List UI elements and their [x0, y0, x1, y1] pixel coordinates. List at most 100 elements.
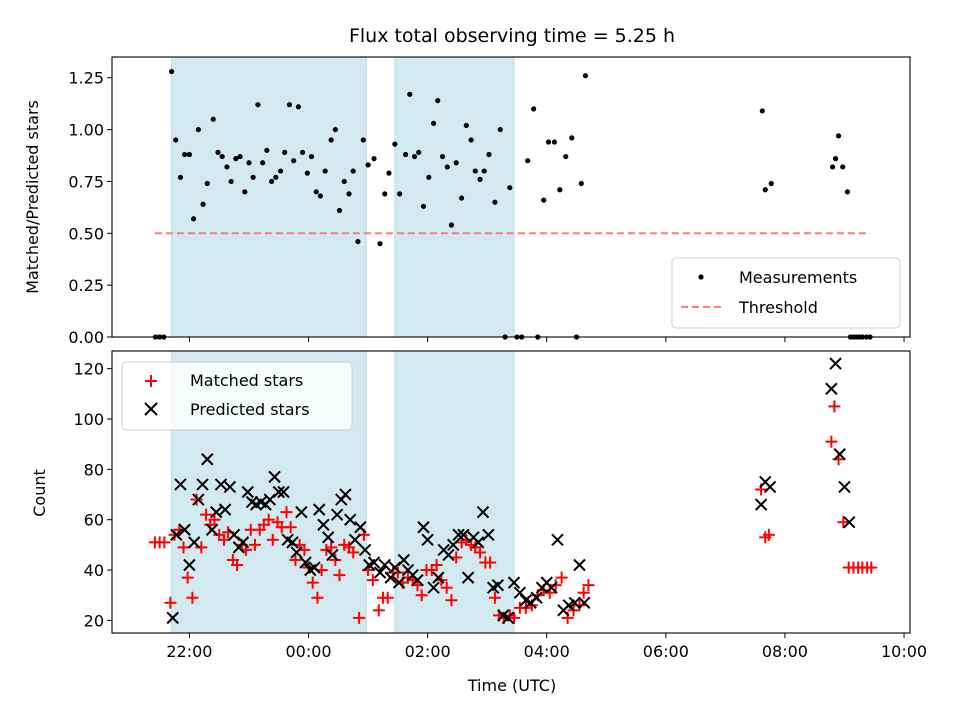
measurement-point-27: [277, 168, 284, 174]
matched-point-22: [248, 538, 261, 551]
predicted-point-1: [170, 528, 183, 542]
measurement-point-9: [195, 126, 201, 133]
predicted-point-80: [545, 581, 558, 594]
predicted-point-b: [829, 357, 842, 370]
measurement-point-71: [486, 151, 492, 158]
measurement-point-24: [264, 147, 270, 153]
matched-point-94: [825, 435, 838, 448]
predicted-point-70: [491, 578, 505, 592]
predicted-point-72: [501, 611, 515, 625]
measurement-point-37: [322, 168, 328, 174]
predicted-point-b: [187, 536, 201, 549]
measurement-point-66: [463, 122, 469, 129]
measurement-point-97: [844, 189, 851, 195]
matched-point-25: [262, 513, 275, 526]
y-tick-label-0: 0.00: [68, 328, 104, 347]
measurement-point-45: [360, 137, 366, 143]
matched-point-18: [231, 559, 244, 572]
measurement-point-40: [336, 207, 343, 214]
measurement-point-20: [246, 160, 252, 166]
predicted-point-b: [277, 485, 290, 499]
measurement-point-10: [200, 201, 206, 207]
matched-point-49: [372, 604, 385, 617]
predicted-point-b: [196, 478, 209, 491]
measurement-point-13: [215, 149, 221, 156]
measurement-point-22: [255, 102, 261, 108]
top-plot-frame: [111, 56, 911, 338]
predicted-point-b: [447, 538, 460, 552]
measurement-point-33: [304, 170, 310, 176]
predicted-point-b: [308, 561, 321, 574]
predicted-point-b: [214, 478, 228, 491]
predicted-point-87: [754, 498, 768, 511]
matched-point-90: [582, 579, 595, 592]
predicted-point-b: [223, 480, 237, 494]
matched-point-10: [195, 541, 208, 554]
predicted-point-84: [568, 596, 581, 609]
measurement-point-67: [468, 137, 474, 143]
matched-stars-series: [148, 400, 878, 624]
measurement-point-93: [829, 164, 836, 170]
y-tick-label-5: 120: [73, 360, 104, 379]
predicted-point-68: [482, 528, 495, 542]
predicted-stars-legend-marker: [144, 402, 158, 416]
matched-point-30: [284, 521, 297, 534]
measurement-point-62: [444, 164, 450, 170]
predicted-point-b: [192, 493, 205, 506]
measurement-point-88: [578, 180, 584, 187]
matched-point-15: [217, 533, 230, 546]
matched-point-48: [366, 574, 379, 587]
predicted-point-b: [763, 480, 777, 494]
measurement-point-68: [472, 168, 478, 174]
top-legend-box: [671, 257, 901, 329]
bottom-panel: 20 40 60 80 100 120 22:00 00:00 02:00 04:00 06:00…: [30, 350, 927, 695]
measurement-point-3: [168, 68, 175, 75]
predicted-point-b: [384, 571, 397, 584]
predicted-point-b: [833, 448, 846, 461]
predicted-point-60: [442, 548, 455, 562]
predicted-point-b: [174, 478, 187, 491]
predicted-point-b: [378, 558, 391, 572]
predicted-point-b: [442, 548, 455, 562]
matched-point-89: [577, 586, 590, 599]
matched-point-58: [415, 589, 428, 602]
predicted-point-b: [519, 594, 533, 607]
predicted-point-50: [392, 576, 406, 589]
measurement-point-53: [402, 151, 409, 158]
matched-point-45: [353, 611, 366, 624]
x-axis-label: Time (UTC): [467, 676, 556, 695]
predicted-point-39: [339, 488, 352, 501]
measurement-point-79: [531, 106, 537, 112]
matched-point-44: [347, 546, 360, 559]
predicted-point-8: [201, 453, 214, 466]
predicted-point-b: [513, 586, 527, 599]
predicted-point-42: [354, 521, 367, 534]
measurement-point-25: [269, 178, 275, 185]
predicted-point-b: [178, 523, 191, 536]
predicted-point-6: [192, 493, 205, 506]
measurements-legend-label: Measurements: [739, 268, 857, 287]
measurement-point-5: [177, 174, 184, 180]
measurement-point-94: [832, 156, 839, 162]
predicted-point-67: [476, 505, 490, 519]
predicted-point-46: [373, 566, 387, 579]
matched-point-31: [289, 553, 302, 566]
measurement-point-15: [224, 164, 230, 170]
predicted-point-57: [427, 581, 440, 594]
predicted-point-12: [218, 503, 232, 516]
predicted-point-b: [452, 528, 465, 542]
y-tick-label-1: 0.25: [68, 276, 104, 295]
predicted-point-b: [317, 518, 330, 531]
predicted-point-48: [384, 571, 397, 584]
measurement-point-18: [237, 153, 243, 160]
measurement-point-84: [557, 187, 563, 193]
chart-title: Flux total observing time = 5.25 h: [349, 25, 675, 47]
measurement-point-82: [545, 139, 552, 145]
predicted-point-b: [286, 536, 299, 549]
measurement-point-29: [286, 102, 293, 108]
predicted-point-58: [432, 571, 445, 584]
predicted-point-b: [227, 528, 241, 542]
predicted-point-b: [299, 556, 312, 569]
predicted-point-b: [268, 470, 281, 484]
